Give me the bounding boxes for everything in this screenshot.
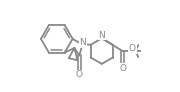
Text: O: O	[76, 70, 83, 79]
Text: N: N	[98, 31, 105, 40]
Text: O: O	[119, 64, 126, 73]
Text: N: N	[79, 38, 86, 47]
Text: O: O	[129, 44, 136, 53]
